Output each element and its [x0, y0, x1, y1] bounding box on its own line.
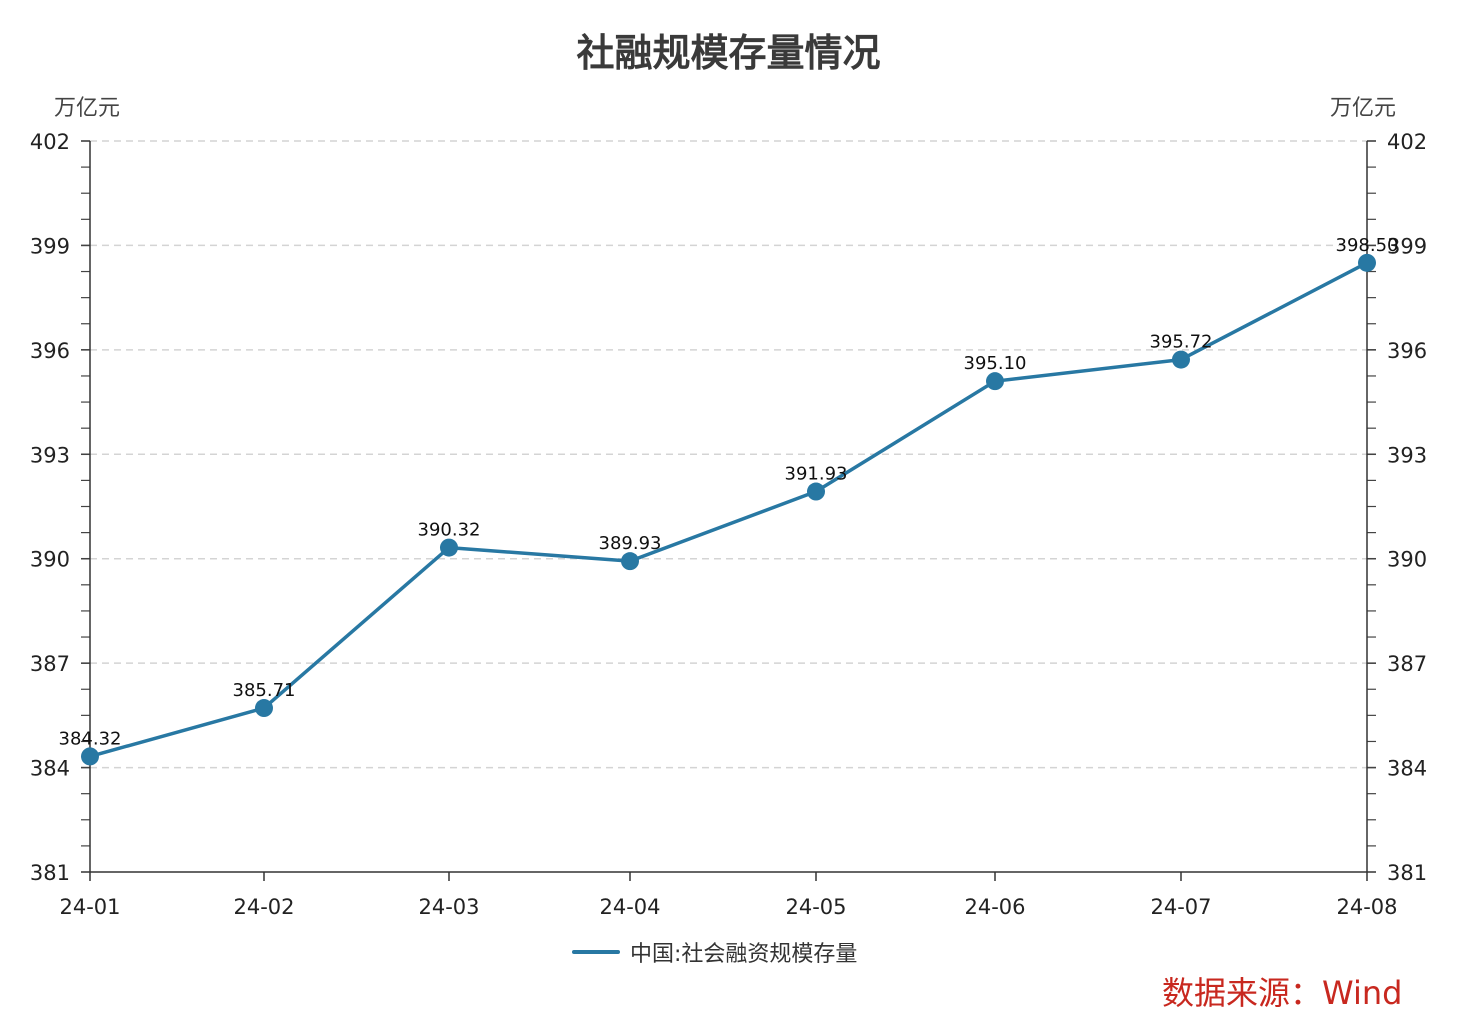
y-tick-label-right: 387 — [1387, 652, 1427, 676]
data-label: 390.32 — [418, 520, 481, 541]
y-tick-label-left: 384 — [30, 757, 70, 781]
data-point — [807, 482, 825, 501]
data-label: 384.32 — [59, 728, 122, 749]
data-point — [986, 372, 1004, 391]
data-label: 391.93 — [785, 464, 848, 485]
y-tick-label-left: 402 — [30, 130, 70, 154]
legend-label: 中国:社会融资规模存量 — [630, 942, 858, 967]
series-line — [89, 261, 1368, 759]
x-tick-label: 24-03 — [418, 895, 479, 919]
data-point — [1358, 253, 1376, 272]
y-tick-label-right: 393 — [1387, 443, 1427, 467]
data-point — [255, 699, 273, 718]
y-tick-label-right: 390 — [1387, 548, 1427, 572]
y-tick-label-left: 393 — [30, 443, 70, 467]
chart-title: 社融规模存量情况 — [576, 31, 881, 75]
legend-swatch — [572, 950, 620, 954]
data-point — [81, 747, 99, 766]
data-label: 398.50 — [1336, 235, 1399, 256]
x-tick-label: 24-02 — [233, 895, 294, 919]
y-tick-label-right: 402 — [1387, 130, 1427, 154]
y-tick-label-right: 396 — [1387, 339, 1427, 363]
data-label: 389.93 — [599, 533, 662, 554]
y-tick-label-left: 381 — [30, 861, 70, 885]
data-point — [1172, 350, 1190, 369]
y-tick-label-right: 399 — [1387, 234, 1427, 258]
data-label: 385.71 — [233, 680, 296, 701]
legend: 中国:社会融资规模存量 — [572, 936, 857, 968]
data-label: 395.72 — [1150, 332, 1213, 353]
y-unit-right: 万亿元 — [1330, 96, 1397, 121]
data-label: 395.10 — [964, 353, 1027, 374]
x-tick-label: 24-01 — [59, 895, 120, 919]
x-tick-label: 24-07 — [1150, 895, 1211, 919]
y-tick-label-left: 396 — [30, 339, 70, 363]
x-tick-label: 24-05 — [785, 895, 846, 919]
x-tick-label: 24-06 — [964, 895, 1025, 919]
y-unit-left: 万亿元 — [54, 96, 121, 121]
y-tick-label-right: 381 — [1387, 861, 1427, 885]
y-tick-label-left: 390 — [30, 548, 70, 572]
x-tick-label: 24-04 — [599, 895, 660, 919]
y-tick-label-left: 399 — [30, 234, 70, 258]
y-tick-label-left: 387 — [30, 652, 70, 676]
y-tick-label-right: 384 — [1387, 757, 1427, 781]
data-point — [621, 552, 639, 571]
data-source: 数据来源：Wind — [1162, 974, 1403, 1012]
data-point — [440, 538, 458, 557]
x-tick-label: 24-08 — [1336, 895, 1397, 919]
